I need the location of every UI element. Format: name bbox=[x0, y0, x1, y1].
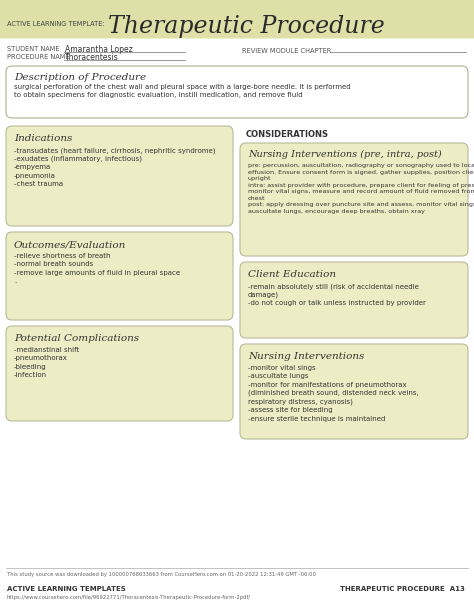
FancyBboxPatch shape bbox=[6, 126, 233, 226]
Text: CONSIDERATIONS: CONSIDERATIONS bbox=[246, 130, 329, 139]
FancyBboxPatch shape bbox=[240, 143, 468, 256]
Text: PROCEDURE NAME: PROCEDURE NAME bbox=[7, 54, 70, 60]
Text: -remain absolutely still (risk of accidental needle
damage)
-do not cough or tal: -remain absolutely still (risk of accide… bbox=[248, 283, 426, 306]
Text: STUDENT NAME: STUDENT NAME bbox=[7, 46, 60, 52]
FancyBboxPatch shape bbox=[240, 344, 468, 439]
Text: Description of Procedure: Description of Procedure bbox=[14, 73, 146, 82]
FancyBboxPatch shape bbox=[6, 326, 233, 421]
Text: -monitor vital sings
-auscultate lungs
-monitor for manifestations of pneumothor: -monitor vital sings -auscultate lungs -… bbox=[248, 365, 419, 422]
FancyBboxPatch shape bbox=[6, 66, 468, 118]
Text: https://www.coursehero.com/file/96922771/Thoracentesis-Therapeutic-Procedure-for: https://www.coursehero.com/file/96922771… bbox=[7, 595, 251, 600]
Text: Thoracentesis: Thoracentesis bbox=[65, 53, 119, 62]
Text: Nursing Interventions: Nursing Interventions bbox=[248, 352, 365, 361]
Text: Indications: Indications bbox=[14, 134, 73, 143]
Text: This study source was downloaded by 100000768633663 from CourseHero.com on 01-20: This study source was downloaded by 1000… bbox=[7, 572, 316, 577]
FancyBboxPatch shape bbox=[240, 262, 468, 338]
Text: ACTIVE LEARNING TEMPLATES: ACTIVE LEARNING TEMPLATES bbox=[7, 586, 126, 592]
FancyBboxPatch shape bbox=[0, 0, 474, 38]
Text: Amarantha Lopez: Amarantha Lopez bbox=[65, 45, 133, 54]
Text: Nursing Interventions (pre, intra, post): Nursing Interventions (pre, intra, post) bbox=[248, 150, 442, 159]
Text: -medianstinal shift
-pneumothorax
-bleeding
-infection: -medianstinal shift -pneumothorax -bleed… bbox=[14, 347, 79, 378]
Text: -relieve shortness of breath
-normal breath sounds
-remove large amounts of flui: -relieve shortness of breath -normal bre… bbox=[14, 253, 180, 284]
Text: THERAPEUTIC PROCEDURE  A13: THERAPEUTIC PROCEDURE A13 bbox=[340, 586, 465, 592]
Text: Client Education: Client Education bbox=[248, 270, 336, 279]
Text: REVIEW MODULE CHAPTER: REVIEW MODULE CHAPTER bbox=[242, 48, 331, 54]
Text: Potential Complications: Potential Complications bbox=[14, 334, 139, 343]
Text: Outcomes/Evaluation: Outcomes/Evaluation bbox=[14, 240, 126, 249]
Text: ACTIVE LEARNING TEMPLATE:: ACTIVE LEARNING TEMPLATE: bbox=[7, 21, 105, 27]
Text: pre: percussion, auscultation, radiography or sonography used to locate
effusion: pre: percussion, auscultation, radiograp… bbox=[248, 163, 474, 214]
FancyBboxPatch shape bbox=[6, 232, 233, 320]
Text: surgical perforation of the chest wall and pleural space with a large-bore needl: surgical perforation of the chest wall a… bbox=[14, 84, 351, 98]
Text: -transudates (heart failure, cirrhosis, nephritic syndrome)
-exudates (inflammat: -transudates (heart failure, cirrhosis, … bbox=[14, 147, 216, 187]
Text: Therapeutic Procedure: Therapeutic Procedure bbox=[108, 15, 385, 37]
